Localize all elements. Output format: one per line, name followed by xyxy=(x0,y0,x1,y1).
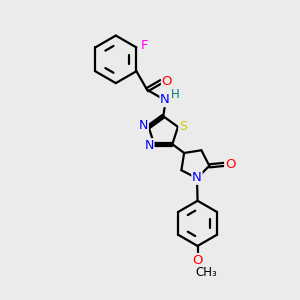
Text: N: N xyxy=(160,93,170,106)
Text: O: O xyxy=(192,254,203,267)
Text: S: S xyxy=(179,120,187,133)
Text: H: H xyxy=(171,88,180,101)
Text: O: O xyxy=(225,158,236,171)
Text: O: O xyxy=(162,74,172,88)
Text: N: N xyxy=(192,171,202,184)
Text: CH₃: CH₃ xyxy=(195,266,217,280)
Text: N: N xyxy=(139,119,148,132)
Text: N: N xyxy=(144,139,154,152)
Text: F: F xyxy=(141,40,148,52)
